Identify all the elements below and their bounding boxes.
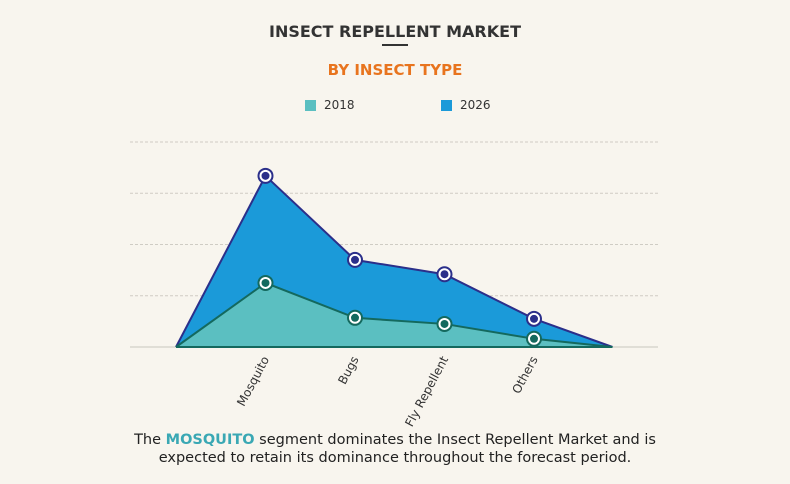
marker-dot-2018	[351, 313, 359, 322]
line-2018	[175, 281, 613, 348]
legend-label-2026: 2026	[460, 98, 491, 112]
legend-swatch-2018	[305, 99, 316, 111]
caption-line1: segment dominates the Insect Repellent M…	[254, 432, 656, 448]
area-2018	[176, 282, 613, 347]
chart-title: INSECT REPELLENT MARKET	[269, 22, 521, 41]
legend-item-2018: 2018	[305, 98, 355, 112]
x-tick-label: Bugs	[335, 354, 361, 387]
chart-subtitle: BY INSECT TYPE	[327, 61, 463, 79]
marker-dot-2026	[351, 255, 359, 264]
caption-highlight: MOSQUITO	[165, 432, 255, 448]
marker-dot-2026	[261, 171, 270, 180]
marker-dot-2018	[440, 319, 449, 328]
marker-dot-2018	[530, 334, 538, 343]
marker-dot-2018	[261, 278, 270, 287]
x-tick-label: Fly Repellent	[402, 354, 451, 429]
caption-prefix: The	[134, 432, 166, 448]
x-tick-label: Mosquito	[234, 354, 272, 409]
marker-dot-2026	[440, 270, 449, 279]
marker-dot-2026	[530, 314, 538, 323]
title-underline	[382, 44, 408, 46]
caption: The MOSQUITO segment dominates the Insec…	[0, 431, 790, 467]
line-2026	[175, 174, 613, 348]
legend-swatch-2026	[441, 99, 452, 111]
x-tick-label: Others	[509, 354, 540, 396]
caption-line2: expected to retain its dominance through…	[158, 450, 632, 466]
legend-item-2026: 2026	[441, 98, 491, 112]
legend-label-2018: 2018	[324, 98, 355, 112]
